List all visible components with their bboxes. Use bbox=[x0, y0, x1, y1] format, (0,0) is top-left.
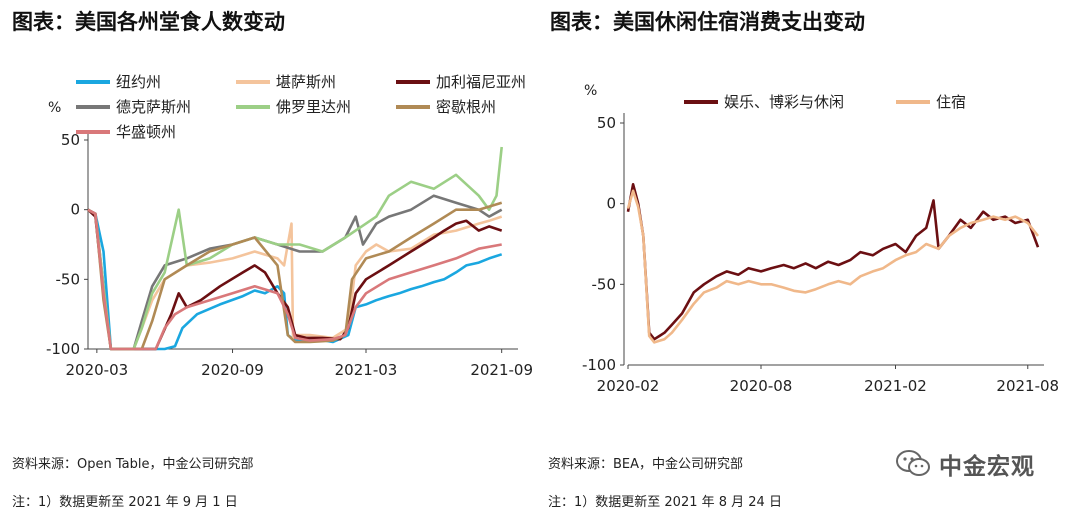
watermark-text: 中金宏观 bbox=[939, 454, 1035, 480]
left-source-note: 资料来源：Open Table，中金公司研究部 bbox=[12, 457, 254, 472]
legend-label: 密歇根州 bbox=[436, 98, 496, 116]
y-tick-label: -100 bbox=[46, 340, 80, 358]
x-tick-label: 2021-03 bbox=[335, 361, 398, 379]
right-footnote: 注：1）数据更新至 2021 年 8 月 24 日 bbox=[548, 495, 782, 510]
y-tick-label: -50 bbox=[56, 270, 81, 288]
y-tick-label: 0 bbox=[606, 195, 616, 213]
y-tick-label: 50 bbox=[61, 131, 80, 149]
y-tick-label: 50 bbox=[597, 114, 616, 132]
x-tick-label: 2020-02 bbox=[597, 377, 660, 395]
legend-label: 住宿 bbox=[936, 93, 966, 111]
dine-in-line-chart: %50 0 -50 -100 2020-03 2020-09 2021-03 2021-09 纽… bbox=[46, 73, 533, 379]
x-tick-label: 2021-09 bbox=[470, 361, 533, 379]
right-source-note: 资料来源：BEA，中金公司研究部 bbox=[548, 457, 744, 472]
x-tick-label: 2021-02 bbox=[864, 377, 927, 395]
series-line-4 bbox=[87, 146, 503, 351]
wechat-icon bbox=[896, 450, 930, 476]
series-line-1 bbox=[626, 189, 1040, 344]
right-chart-title: 图表：美国休闲住宿消费支出变动 bbox=[550, 10, 865, 34]
y-unit-label: % bbox=[48, 100, 61, 116]
x-tick-label: 2020-03 bbox=[66, 361, 129, 379]
y-tick-label: 0 bbox=[70, 201, 80, 219]
legend-label: 娱乐、博彩与休闲 bbox=[724, 93, 844, 111]
x-tick-label: 2020-09 bbox=[201, 361, 264, 379]
legend-label: 纽约州 bbox=[116, 73, 161, 91]
y-tick-label: -100 bbox=[582, 356, 616, 374]
series-line-0 bbox=[626, 183, 1040, 341]
left-chart-title: 图表：美国各州堂食人数变动 bbox=[12, 10, 285, 34]
series-line-6 bbox=[87, 208, 502, 351]
series-line-0 bbox=[87, 208, 503, 351]
x-tick-label: 2021-08 bbox=[996, 377, 1059, 395]
legend-label: 堪萨斯州 bbox=[276, 73, 336, 91]
left-footnote: 注：1）数据更新至 2021 年 9 月 1 日 bbox=[12, 495, 238, 510]
legend-label: 德克萨斯州 bbox=[116, 98, 191, 116]
legend-label: 佛罗里达州 bbox=[276, 98, 351, 116]
leisure-spending-line-chart: %50 0 -50 -100 2020-02 2020-08 2021-02 2021-08 娱… bbox=[582, 83, 1059, 395]
y-unit-label: % bbox=[584, 83, 597, 99]
series-line-5 bbox=[87, 201, 503, 351]
watermark: 中金宏观 bbox=[895, 448, 1035, 480]
y-tick-label: -50 bbox=[592, 275, 617, 293]
x-tick-label: 2020-08 bbox=[730, 377, 793, 395]
legend-label: 加利福尼亚州 bbox=[436, 73, 526, 91]
legend-label: 华盛顿州 bbox=[116, 123, 176, 141]
